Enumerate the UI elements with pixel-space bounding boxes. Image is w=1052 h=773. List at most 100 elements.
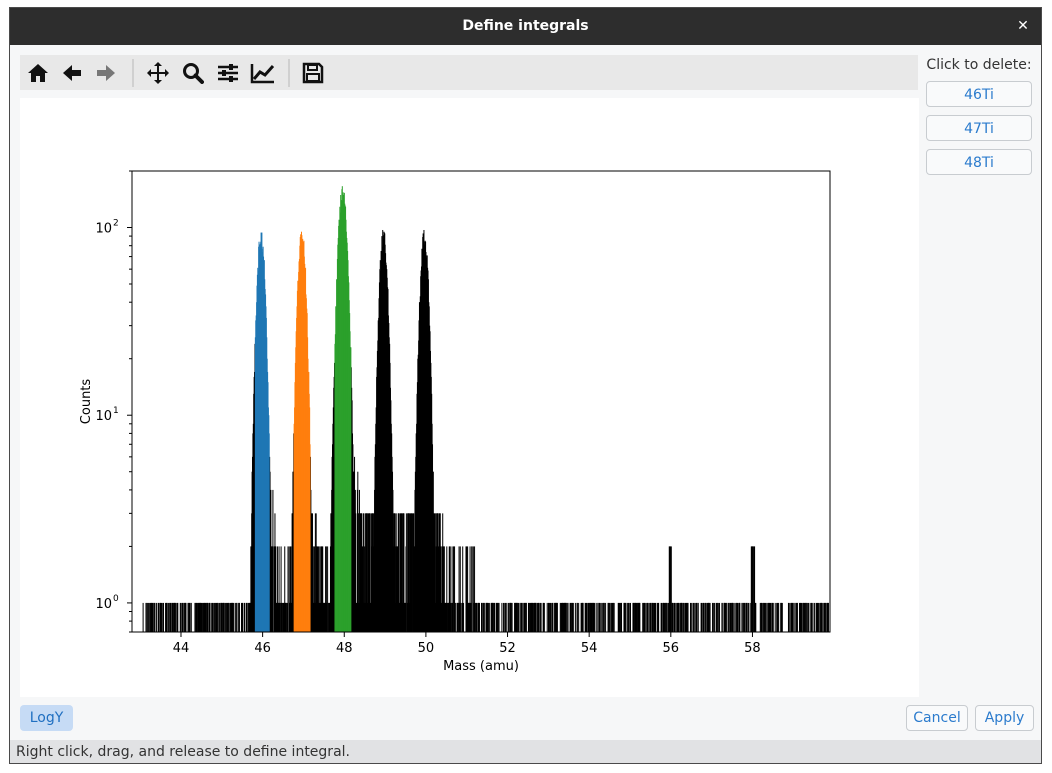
x-tick-label: 50 [418,641,435,656]
histogram-bar [476,602,478,632]
histogram-bar [398,513,400,632]
histogram-bar [672,602,674,632]
configure-subplots-icon[interactable] [214,59,242,87]
histogram-bar [518,602,520,632]
histogram-bar [735,602,737,632]
pan-icon[interactable] [144,59,172,87]
histogram-bar [700,602,702,632]
histogram-bar [190,602,192,632]
x-tick-label: 48 [336,641,353,656]
histogram-bar [642,602,644,632]
histogram-bar [517,602,519,632]
histogram-bar [211,602,213,632]
plot-canvas[interactable]: 44 46 48 50 52 54 56 58 10 0 10 1 10 2 Mass (amu) Co… [20,98,919,697]
histogram-bar [647,602,649,632]
cancel-button[interactable]: Cancel [906,705,968,731]
histogram-bar [599,602,601,632]
forward-arrow-icon[interactable] [92,59,120,87]
histogram-bar [236,602,238,632]
histogram-bar [594,602,596,632]
delete-integral-47ti-button[interactable]: 47Ti [926,115,1032,141]
histogram-bar [578,602,580,632]
histogram-bar [279,602,281,632]
histogram-bar [795,602,797,632]
histogram-bar [822,602,824,632]
histogram-bar [357,471,359,632]
histogram-bar [567,602,569,632]
histogram-bar [597,602,599,632]
histogram-bar [759,602,761,632]
histogram-bar [233,602,235,632]
histogram-bar [712,602,714,632]
histogram-bar [276,546,278,632]
histogram-bar [170,602,172,632]
histogram-bar [179,602,181,632]
histogram-bar [807,602,809,632]
histogram-bar [807,602,809,632]
x-tick-label: 46 [254,641,271,656]
histogram-bar [327,546,329,632]
back-arrow-icon[interactable] [58,59,86,87]
histogram-bar [663,602,665,632]
histogram-bar [540,602,542,632]
histogram-bar [709,602,711,632]
plot-frame [131,170,831,633]
histogram-bar [796,602,798,632]
integral-regions [254,186,352,633]
save-icon[interactable] [299,59,327,87]
histogram-bar [528,602,530,632]
histogram-bar [494,602,496,632]
histogram-bar [625,602,627,632]
histogram-bar [586,602,588,632]
histogram-bar [483,602,485,632]
zoom-icon[interactable] [179,59,207,87]
histogram-bar [593,602,595,632]
histogram-bar [215,602,217,632]
histogram-bar [764,602,766,632]
histogram-bar [548,602,550,632]
delete-integral-48ti-button[interactable]: 48Ti [926,149,1032,175]
histogram-bar [539,602,541,632]
histogram-bar [501,602,503,632]
histogram-bar [724,602,726,632]
delete-integral-46ti-button[interactable]: 46Ti [926,81,1032,107]
histogram-bar [648,602,650,632]
histogram-bar [405,513,407,632]
edit-axis-icon[interactable] [249,59,277,87]
histogram-bar [697,602,699,632]
histogram-bar [318,546,320,632]
histogram-bar [543,602,545,632]
histogram-bar [618,602,620,632]
histogram-bar [443,546,445,632]
histogram-bar [177,602,179,632]
histogram-bar [670,546,672,632]
histogram-bar [466,546,468,632]
histogram-bar [802,602,804,632]
histogram-bar [718,602,720,632]
y-tick-label: 10 [95,409,112,424]
histogram-bar [156,602,158,632]
histogram-bar [489,602,491,632]
histogram-bar [408,513,410,632]
histogram-bar [356,602,358,632]
apply-button[interactable]: Apply [975,705,1034,731]
home-icon[interactable] [24,59,52,87]
histogram-bar [401,513,403,632]
histogram-bar [289,546,291,632]
histogram-bar [559,602,561,632]
close-icon[interactable]: ✕ [1017,18,1029,34]
histogram-bar [613,602,615,632]
histogram-bar [326,602,328,632]
histogram-bar [819,602,821,632]
histogram-bar [412,513,414,632]
histogram-bar [362,546,364,632]
dialog-window: Define integrals ✕ [9,7,1042,764]
histogram-bar [765,602,767,632]
logy-toggle-button[interactable]: LogY [20,705,73,731]
histogram-bar [730,602,732,632]
histogram-bar [162,602,164,632]
histogram-bar [411,513,413,632]
histogram-bar [317,546,319,632]
histogram-bar [474,546,476,632]
